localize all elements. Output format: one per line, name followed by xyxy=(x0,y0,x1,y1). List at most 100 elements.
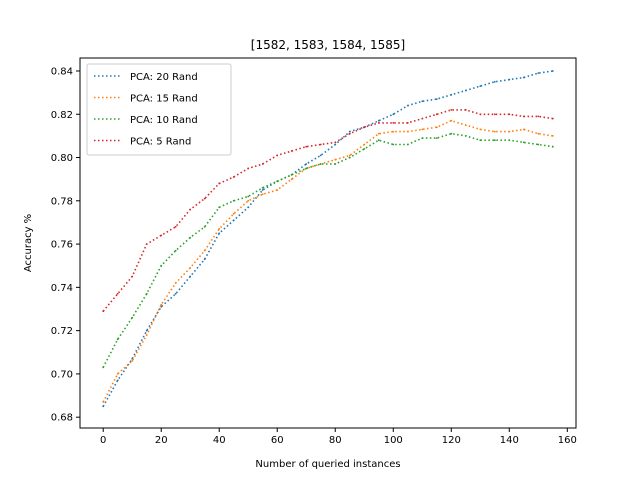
data-point xyxy=(493,139,496,142)
data-point xyxy=(348,156,351,159)
data-point xyxy=(160,303,163,306)
data-point xyxy=(203,225,206,228)
data-point xyxy=(102,366,105,369)
data-point xyxy=(145,329,148,332)
data-point xyxy=(522,76,525,79)
data-point xyxy=(189,236,192,239)
y-tick-label: 0.72 xyxy=(51,326,73,337)
data-point xyxy=(145,334,148,336)
data-point xyxy=(464,135,467,137)
legend-label: PCA: 15 Rand xyxy=(130,94,198,105)
series-line xyxy=(102,119,553,403)
data-point xyxy=(102,405,105,408)
x-tick-label: 20 xyxy=(155,435,168,446)
data-point xyxy=(508,113,511,116)
series-line xyxy=(102,70,553,407)
data-point xyxy=(406,104,409,107)
data-point xyxy=(479,139,482,142)
data-point xyxy=(363,126,366,129)
data-point xyxy=(189,275,192,278)
data-point xyxy=(116,379,119,382)
data-point xyxy=(493,130,496,133)
y-tick-label: 0.74 xyxy=(51,283,73,294)
data-point xyxy=(421,100,424,103)
data-point xyxy=(464,124,467,126)
data-point xyxy=(406,130,409,133)
data-point xyxy=(450,119,453,122)
data-point xyxy=(551,70,554,72)
legend-item: PCA: 15 Rand xyxy=(94,94,198,105)
x-axis-label: Number of queried instances xyxy=(255,459,400,470)
data-point xyxy=(464,89,467,92)
y-tick-label: 0.82 xyxy=(51,110,73,121)
y-tick-label: 0.70 xyxy=(51,369,73,380)
data-point xyxy=(348,130,351,133)
data-point xyxy=(348,154,351,157)
data-point xyxy=(218,228,221,230)
data-point xyxy=(218,182,221,185)
data-point xyxy=(261,163,264,165)
data-point xyxy=(334,141,337,144)
data-point xyxy=(319,154,322,157)
data-point xyxy=(145,243,148,246)
data-point xyxy=(334,158,337,161)
legend-item: PCA: 10 Rand xyxy=(94,115,198,126)
data-point xyxy=(479,128,482,131)
data-point xyxy=(508,130,511,133)
data-point xyxy=(102,401,105,403)
x-tick-label: 160 xyxy=(558,435,577,446)
data-point xyxy=(450,93,453,96)
data-point xyxy=(421,137,424,140)
data-point xyxy=(392,113,395,116)
series-line xyxy=(102,132,553,368)
data-point xyxy=(464,109,467,111)
data-point xyxy=(334,163,337,165)
y-tick-label: 0.68 xyxy=(51,413,73,424)
y-axis-ticks: 0.68 0.70 0.72 0.74 0.76 0.78 0.80 0.82 0.84 xyxy=(51,66,80,424)
x-tick-label: 60 xyxy=(271,435,284,446)
data-point xyxy=(551,135,554,137)
data-point xyxy=(174,225,177,228)
data-point xyxy=(392,130,395,133)
data-point xyxy=(421,128,424,131)
data-point xyxy=(363,143,366,146)
data-point xyxy=(377,132,380,135)
data-point xyxy=(116,338,119,341)
data-point xyxy=(247,167,250,170)
data-point xyxy=(218,206,221,209)
data-point xyxy=(348,132,351,135)
y-tick-label: 0.78 xyxy=(51,196,73,207)
data-point xyxy=(537,72,540,74)
data-point xyxy=(232,219,235,222)
data-point xyxy=(203,197,206,200)
data-point xyxy=(261,193,264,196)
x-tick-label: 40 xyxy=(213,435,226,446)
legend: PCA: 20 Rand PCA: 15 Rand PCA: 10 Rand PCA:… xyxy=(86,63,232,156)
x-tick-label: 80 xyxy=(329,435,342,446)
data-point xyxy=(276,180,279,183)
data-point xyxy=(421,117,424,120)
data-point xyxy=(290,178,293,181)
data-point xyxy=(145,292,148,295)
data-point xyxy=(537,115,540,118)
data-point xyxy=(522,115,525,118)
data-point xyxy=(174,292,177,295)
data-point xyxy=(435,137,438,140)
data-point xyxy=(377,139,380,142)
data-point xyxy=(232,199,235,202)
data-point xyxy=(189,208,192,211)
y-axis-label: Accuracy % xyxy=(23,214,34,272)
chart-title: [1582, 1583, 1584, 1585] xyxy=(251,38,405,52)
data-point xyxy=(450,109,453,111)
y-tick-label: 0.80 xyxy=(51,153,73,164)
data-point xyxy=(160,234,163,237)
x-tick-label: 120 xyxy=(442,435,461,446)
data-point xyxy=(551,117,554,120)
data-point xyxy=(203,258,206,261)
legend-label: PCA: 5 Rand xyxy=(130,137,191,148)
data-point xyxy=(276,189,279,191)
legend-box xyxy=(86,63,232,156)
data-point xyxy=(537,132,540,135)
data-point xyxy=(435,126,438,129)
